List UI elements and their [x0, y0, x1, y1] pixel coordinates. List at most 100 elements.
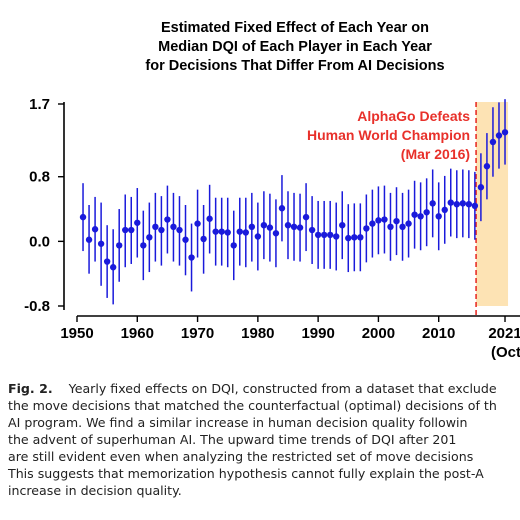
caption-line-6: This suggests that memorization hypothes…: [8, 466, 484, 481]
y-tick-label-2: 0.0: [29, 233, 50, 250]
data-point-1980: [254, 233, 262, 240]
data-point-1959: [128, 226, 135, 234]
data-point-1958: [122, 226, 129, 234]
data-point-1956: [109, 264, 117, 271]
x-tick-label-4: 1990: [301, 325, 334, 342]
data-point-1993: [333, 233, 340, 240]
figure-label: Fig. 2.: [8, 381, 53, 396]
data-point-1965: [164, 216, 171, 223]
data-point-2004: [399, 223, 406, 231]
data-point-1970: [194, 220, 201, 227]
data-point-1976: [230, 242, 237, 249]
x-tick-label-7: 2021: [488, 325, 520, 342]
data-point-1964: [158, 226, 165, 234]
data-point-1989: [308, 226, 316, 234]
data-point-1992: [326, 231, 334, 239]
data-point-1986: [290, 223, 298, 231]
data-point-2018: [483, 163, 491, 170]
caption-line-3: AI program. We find a similar increase i…: [8, 415, 468, 430]
data-point-1988: [302, 213, 310, 221]
data-point-2006: [411, 211, 418, 218]
data-point-2011: [441, 206, 448, 214]
data-point-1978: [242, 229, 249, 236]
data-point-1981: [260, 222, 268, 229]
data-point-1968: [182, 236, 189, 243]
data-point-1985: [284, 222, 292, 229]
data-point-1961: [140, 242, 147, 249]
caption-line-7: increase in decision quality.: [8, 483, 182, 498]
data-point-1983: [272, 230, 280, 237]
caption-text-1: Yearly fixed effects on DQI, constructed…: [68, 381, 497, 396]
data-point-2016: [471, 202, 479, 210]
data-point-1955: [103, 258, 111, 265]
chart-title-line-1: Estimated Fixed Effect of Each Year on: [160, 20, 430, 36]
fixed-effects-chart: 1.7 0.8 0.0 -0.8 1950 1960 1970 1980 1990 2000 201…: [24, 96, 520, 361]
data-point-1966: [170, 223, 177, 231]
data-point-1960: [134, 219, 141, 226]
data-point-1963: [152, 223, 159, 231]
data-point-1957: [115, 242, 123, 249]
data-point-1952: [85, 236, 93, 243]
data-point-1969: [188, 254, 195, 261]
data-point-1974: [218, 228, 225, 235]
y-tick-label-0: 1.7: [29, 96, 50, 113]
event-label-line-3: (Mar 2016): [401, 146, 470, 162]
x-tick-label-1: 1960: [121, 325, 154, 342]
event-label-line-2: Human World Champion: [307, 127, 470, 143]
data-point-1977: [236, 228, 243, 235]
data-point-1982: [266, 224, 274, 231]
x-tick-label-2: 1970: [181, 325, 214, 342]
data-point-2017: [477, 184, 485, 191]
data-point-2014: [459, 200, 467, 207]
data-point-1994: [339, 222, 346, 229]
data-point-2015: [465, 200, 473, 208]
data-point-1984: [278, 205, 286, 212]
y-tick-label-3: -0.8: [24, 298, 50, 315]
data-point-2012: [447, 199, 454, 206]
x-tick-label-3: 1980: [241, 325, 274, 342]
data-point-1971: [200, 235, 207, 243]
data-point-1998: [363, 225, 370, 232]
data-point-2008: [423, 209, 430, 216]
x-tick-label-0: 1950: [60, 325, 93, 342]
data-point-1997: [357, 234, 364, 241]
x-tick-label-6: 2010: [422, 325, 455, 342]
x-tick-sublabel: (Oct: [491, 344, 520, 361]
data-point-1987: [296, 224, 304, 231]
data-point-2000: [375, 217, 382, 224]
data-point-2019: [489, 138, 497, 146]
caption-line-2: the move decisions that matched the coun…: [8, 398, 497, 413]
data-point-2010: [435, 213, 442, 220]
data-point-1951: [79, 213, 87, 221]
data-point-1990: [314, 231, 322, 239]
data-point-2007: [417, 213, 424, 220]
data-point-1979: [248, 223, 256, 231]
data-point-1975: [224, 229, 231, 236]
data-point-1954: [97, 240, 105, 247]
data-point-2021: [501, 129, 509, 136]
data-point-1967: [176, 226, 183, 234]
caption-line-1: Fig. 2. Yearly fixed effects on DQI, con…: [8, 381, 520, 398]
x-tick-label-5: 2000: [362, 325, 395, 342]
data-point-2002: [387, 223, 394, 231]
data-point-1995: [345, 234, 352, 242]
chart-title-line-2: Median DQI of Each Player in Each Year: [158, 39, 432, 55]
data-point-2009: [429, 200, 436, 207]
data-point-1999: [369, 220, 376, 227]
event-label-line-1: AlphaGo Defeats: [357, 108, 470, 124]
y-tick-label-1: 0.8: [29, 169, 50, 186]
data-point-1991: [320, 231, 328, 239]
data-point-1972: [206, 215, 213, 222]
data-point-1996: [351, 234, 358, 241]
data-point-1953: [91, 226, 99, 233]
data-point-1973: [212, 228, 219, 235]
caption-line-5: are still evident even when analyzing th…: [8, 449, 474, 464]
caption-line-4: the advent of superhuman AI. The upward …: [8, 432, 457, 447]
chart-title-line-3: for Decisions That Differ From AI Decisi…: [145, 58, 445, 74]
data-point-2005: [405, 220, 412, 227]
data-point-2020: [495, 132, 503, 139]
data-point-1962: [146, 234, 153, 241]
data-point-2001: [381, 216, 388, 223]
data-point-2003: [393, 217, 400, 225]
